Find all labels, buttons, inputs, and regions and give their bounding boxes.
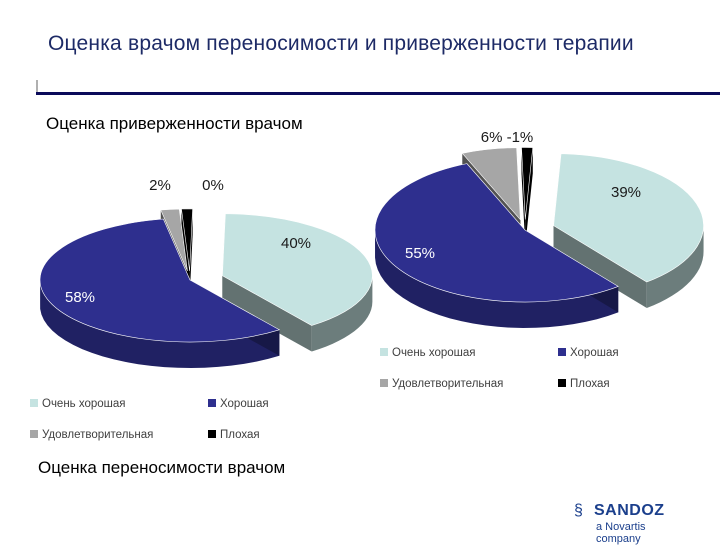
- legend2-label-3: Плохая: [570, 378, 610, 390]
- legend2-label-2: Удовлетворительная: [392, 378, 503, 390]
- page-title: Оценка врачом переносимости и приверженн…: [48, 32, 634, 55]
- legend1-label-2: Удовлетворительная: [42, 429, 153, 441]
- title-rule-tick: [36, 80, 38, 94]
- sandoz-logo: § SANDOZ a Novartis company: [572, 500, 692, 545]
- legend1-label-1: Хорошая: [220, 398, 269, 410]
- legend2-label-0: Очень хорошая: [392, 347, 476, 359]
- legend2-swatch-1: [558, 348, 566, 356]
- legend1-label-0: Очень хорошая: [42, 398, 126, 410]
- pie1-label-3: 0%: [202, 177, 224, 194]
- pie1-wall-1: [40, 277, 280, 368]
- legend1-swatch-3: [208, 430, 216, 438]
- pie2-face-3-0: [521, 147, 526, 246]
- pie1-face-0-1: [222, 275, 312, 352]
- pie2-wall-0: [646, 225, 704, 309]
- legend1-swatch-1: [208, 399, 216, 407]
- pie1-slice-Хорошая: [39, 218, 281, 343]
- pie1-slice-Плохая: [181, 208, 193, 271]
- pie2-slice-Удовлетворительная: [461, 147, 521, 221]
- title-rule: [36, 92, 720, 95]
- pie1-slice-Удовлетворительная: [160, 208, 188, 272]
- pie2-face-0-1: [553, 225, 647, 309]
- legend1-swatch-2: [30, 430, 38, 438]
- logo-brand: SANDOZ: [594, 502, 665, 519]
- legend2-swatch-0: [380, 348, 388, 356]
- pie2-wall-1: [375, 231, 619, 328]
- pie2-label-top: 6% -1%: [481, 129, 534, 146]
- pie2-slice-Плохая: [521, 147, 534, 220]
- pie1-label-0: 40%: [281, 235, 311, 252]
- pie2-label-1: 55%: [405, 245, 435, 262]
- pie2-face-3-1: [525, 147, 533, 246]
- pie1-label-2: 2%: [149, 177, 171, 194]
- caption-tolerability: Оценка переносимости врачом: [38, 458, 286, 477]
- legend2-label-1: Хорошая: [570, 347, 619, 359]
- pie1-label-1: 58%: [65, 289, 95, 306]
- legend1-label-3: Плохая: [220, 429, 260, 441]
- legend2-swatch-3: [558, 379, 566, 387]
- sandoz-leaf-icon: §: [574, 502, 583, 519]
- legend1-swatch-0: [30, 399, 38, 407]
- logo-subtitle: a Novartis company: [596, 521, 646, 545]
- pie1-face-3-1: [189, 208, 193, 297]
- pie1-slice-Очень хорошая: [222, 213, 373, 326]
- pie2-slice-Очень хорошая: [553, 153, 704, 283]
- pie2-label-0: 39%: [611, 184, 641, 201]
- pie2-slice-Хорошая: [374, 163, 619, 303]
- caption-adherence: Оценка приверженности врачом: [46, 114, 303, 133]
- legend2-swatch-2: [380, 379, 388, 387]
- pie1-wall-0: [311, 275, 373, 352]
- slide-header: Оценка врачом переносимости и приверженн…: [0, 0, 720, 95]
